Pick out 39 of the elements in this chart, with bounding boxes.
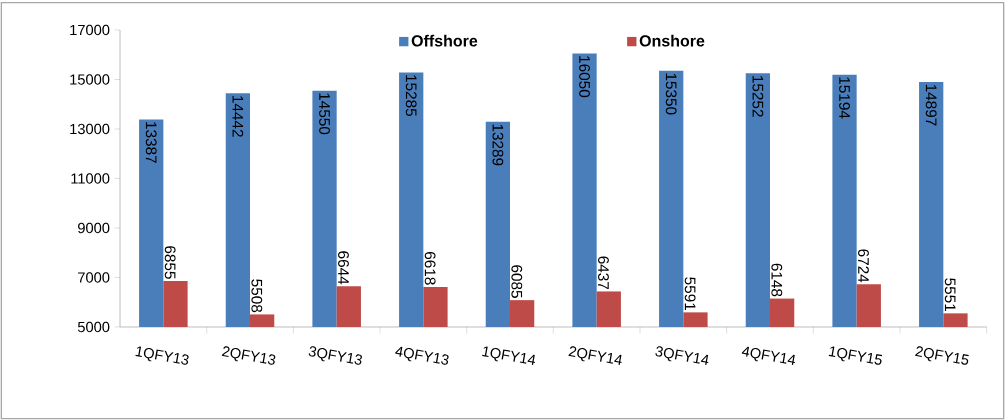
y-tick-label: 7000 [78,272,110,283]
data-label: 6724 [858,249,869,283]
data-label: 14550 [319,93,330,135]
x-tick-label: 1QFY13 [135,346,189,365]
x-tick-label: 1QFY15 [828,346,883,365]
data-label: 15252 [752,76,764,117]
data-label: 6148 [771,263,783,297]
y-tick-label: 15000 [70,74,110,85]
data-label: 15350 [665,73,677,115]
legend-label: Offshore [411,34,478,47]
x-tick-label: 2QFY13 [221,346,276,365]
data-label: 6437 [598,256,609,290]
x-tick-label: 3QFY13 [308,346,362,365]
y-tick-label: 5000 [77,321,110,333]
data-label: 14442 [232,96,244,137]
x-tick-label: 2QFY14 [568,346,622,365]
data-label: 6644 [338,251,349,285]
y-tick-label: 17000 [70,24,110,36]
y-tick-label: 9000 [78,222,110,234]
data-label: 6855 [164,246,176,279]
data-label: 5551 [944,278,956,311]
data-label: 15285 [405,75,417,117]
data-label: 13387 [145,122,157,163]
data-label: 5591 [684,277,696,310]
data-label: 13289 [492,124,504,166]
x-tick-label: 3QFY14 [655,346,709,365]
data-label: 16050 [579,56,590,98]
legend-label: Onshore [639,34,705,47]
data-label: 6618 [424,252,436,285]
x-tick-label: 1QFY14 [482,346,535,365]
data-label: 14897 [925,84,937,126]
data-label: 5508 [251,279,263,313]
y-tick-label: 11000 [71,173,110,184]
x-tick-label: 4QFY14 [741,346,795,365]
y-tick-label: 13000 [70,123,110,135]
x-tick-label: 2QFY15 [915,346,969,365]
data-label: 15194 [839,77,850,119]
data-label: 6085 [511,265,523,298]
x-tick-label: 4QFY13 [395,346,449,365]
